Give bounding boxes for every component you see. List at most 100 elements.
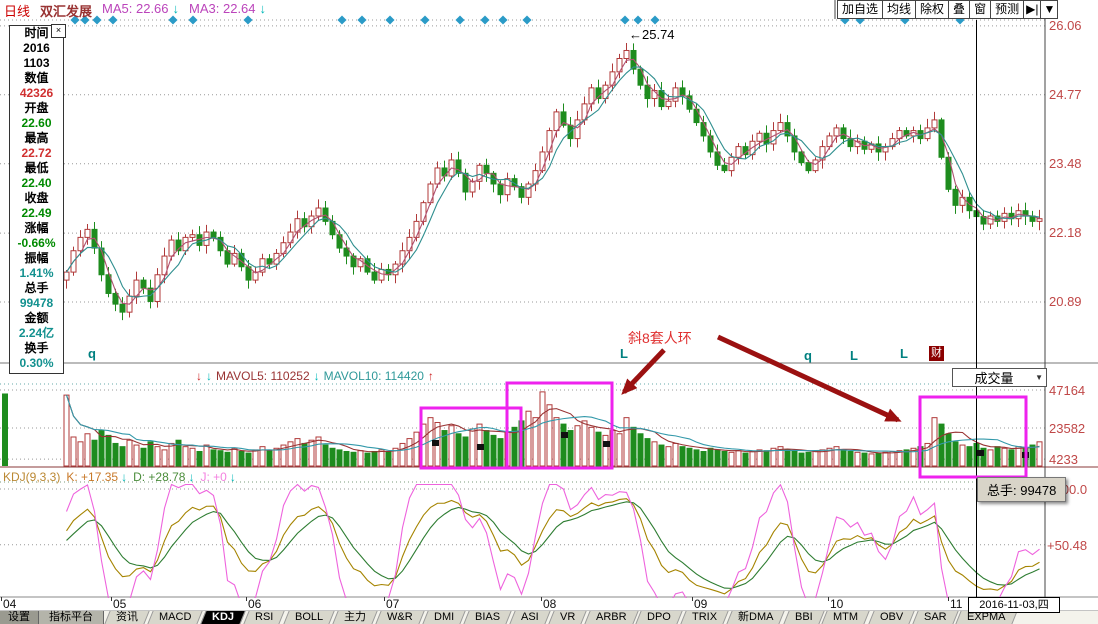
bottom-button-settings[interactable]: 设置 — [0, 611, 39, 624]
volume-type-dropdown[interactable]: 成交量 ▼ — [952, 368, 1047, 387]
tab-bbi[interactable]: BBI — [783, 611, 825, 624]
tab-kdj[interactable]: KDJ — [200, 611, 247, 624]
mavol-down-icon-red: ↓ — [196, 369, 202, 383]
candlestick-series — [63, 43, 1043, 321]
tab-mtm[interactable]: MTM — [821, 611, 871, 624]
tab-label: DMI — [433, 611, 454, 623]
tab-label: VR — [559, 611, 575, 623]
price-axis-label: 26.06 — [1049, 17, 1082, 33]
tab-arbr[interactable]: ARBR — [584, 611, 639, 624]
month-tick — [692, 597, 693, 601]
toolbar-button-5[interactable]: 预测 — [990, 0, 1025, 19]
price-axis-label: 22.18 — [1049, 225, 1082, 241]
toolbar-button-7[interactable]: ▼ — [1040, 0, 1059, 19]
kdj-lines — [65, 483, 1040, 598]
tab-label: 主力 — [343, 611, 366, 623]
month-label: 08 — [543, 597, 557, 611]
info-panel-row: 22.72 — [21, 146, 52, 160]
month-label: 06 — [248, 597, 262, 611]
toolbar-button-1[interactable]: 均线 — [882, 0, 917, 19]
finance-report-icon[interactable]: 财 — [929, 346, 944, 361]
mavol10-up-icon: ↑ — [427, 369, 434, 383]
info-panel-row: 22.60 — [21, 116, 52, 130]
tab-label: ARBR — [595, 611, 627, 623]
tab-label: KDJ — [212, 611, 235, 623]
info-panel-row: 2016 — [23, 41, 50, 55]
tab-label: DPO — [647, 611, 672, 623]
tab-主力[interactable]: 主力 — [332, 611, 378, 624]
pattern-letter-marker: L — [620, 346, 628, 361]
tab-macd[interactable]: MACD — [147, 611, 204, 624]
close-icon[interactable]: × — [51, 24, 66, 38]
top-bar: 日线 双汇发展 MA5: 22.66 ↓ MA3: 22.64 ↓ — [4, 1, 266, 20]
tab-label: RSI — [255, 611, 274, 623]
tab-label: BBI — [794, 611, 813, 623]
tab-新dma[interactable]: 新DMA — [726, 611, 786, 624]
tab-label: TRIX — [692, 611, 718, 623]
kdj-j-value: J: +0 — [200, 470, 227, 484]
kdj-j-arrow-icon: ↓ — [229, 470, 236, 484]
chevron-down-icon: ▼ — [1035, 373, 1043, 382]
ma5-down-icon: ↓ — [172, 1, 180, 16]
tab-w&r[interactable]: W&R — [375, 611, 425, 624]
info-panel-row: 换手 — [24, 341, 49, 355]
pattern-letter-marker: q — [804, 348, 812, 363]
tab-label: 资讯 — [116, 611, 138, 623]
info-panel-row: 1103 — [23, 56, 50, 70]
tab-label: MACD — [159, 611, 192, 623]
toolbar-button-2[interactable]: 除权 — [915, 0, 950, 19]
pattern-letter-marker: L — [900, 346, 908, 361]
tab-label: BOLL — [294, 611, 323, 623]
price-axis-label: 24.77 — [1049, 86, 1082, 102]
hand-annotation-text: 斜8套人环 — [628, 330, 692, 346]
ma5-value: MA5: 22.66 — [102, 1, 169, 16]
toolbar-button-4[interactable]: 窗 — [969, 0, 992, 19]
tab-obv[interactable]: OBV — [867, 611, 915, 624]
tab-bias[interactable]: BIAS — [463, 611, 512, 624]
month-label: 09 — [694, 597, 708, 611]
tab-boll[interactable]: BOLL — [283, 611, 335, 624]
kdj-axis-label-mid: +50.48 — [1047, 538, 1088, 553]
tab-sar[interactable]: SAR — [912, 611, 959, 624]
volume-bars — [2, 391, 1043, 467]
tab-rsi[interactable]: RSI — [243, 611, 286, 624]
tab-label: ASI — [520, 611, 539, 623]
info-panel-row: 2.24亿 — [18, 326, 55, 340]
month-label: 07 — [386, 597, 400, 611]
month-label: 04 — [3, 597, 17, 611]
bottom-button-indicator-platform[interactable]: 指标平台 — [39, 611, 104, 624]
toolbar-buttons: 加自选 均线 除权叠窗预测 ▶| ▼ — [837, 0, 1059, 19]
info-panel-row: -0.66% — [17, 236, 56, 250]
toolbar-button-3[interactable]: 叠 — [948, 0, 971, 19]
info-panel-row: 0.30% — [19, 356, 54, 370]
tab-vr[interactable]: VR — [547, 611, 587, 624]
tab-资讯[interactable]: 资讯 — [104, 611, 150, 624]
volume-axis-label: 47164 — [1049, 383, 1086, 398]
volume-header: ↓ ↓ MAVOL5: 110252 ↓ MAVOL10: 114420 ↑ — [196, 369, 434, 383]
info-panel-row: 金额 — [24, 311, 49, 325]
tab-label: BIAS — [474, 611, 500, 623]
tab-trix[interactable]: TRIX — [680, 611, 729, 624]
month-label: 11 — [950, 597, 963, 611]
annotation-shapes — [419, 334, 1028, 479]
month-tick — [384, 597, 385, 601]
tab-asi[interactable]: ASI — [509, 611, 551, 624]
mavol10-value: MAVOL10: 114420 — [323, 369, 424, 383]
toolbar-button-6[interactable]: ▶| — [1023, 0, 1042, 19]
tab-dmi[interactable]: DMI — [421, 611, 466, 624]
kdj-d-arrow-icon: ↓ — [188, 470, 195, 484]
month-tick — [111, 597, 112, 601]
toolbar-button-0[interactable]: 加自选 — [837, 0, 884, 19]
month-label: 10 — [830, 597, 844, 611]
kdj-header: KDJ(9,3,3) K: +17.35 ↓ D: +28.78 ↓ J: +0… — [3, 470, 236, 484]
mavol5-arrow-icon: ↓ — [313, 369, 320, 383]
tab-dpo[interactable]: DPO — [635, 611, 683, 624]
info-panel-row: 22.40 — [21, 176, 52, 190]
info-panel-row: 涨幅 — [24, 221, 49, 235]
kdj-d-value: D: +28.78 — [133, 470, 186, 484]
tab-label: OBV — [879, 611, 903, 623]
kdj-k-value: K: +17.35 — [66, 470, 119, 484]
info-panel-row: 42326 — [19, 86, 54, 100]
period-label[interactable]: 日线 — [4, 4, 31, 19]
